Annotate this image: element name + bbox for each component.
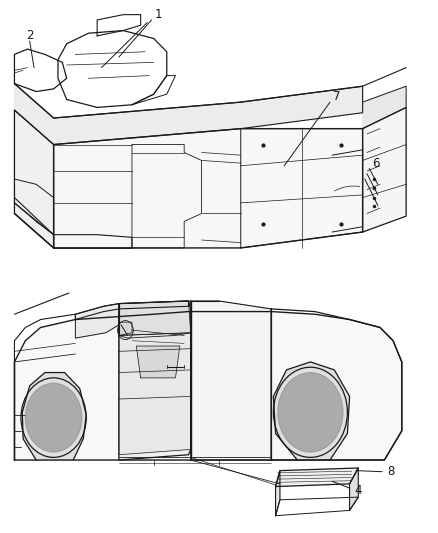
Polygon shape — [75, 304, 119, 338]
Polygon shape — [276, 468, 358, 487]
Circle shape — [25, 383, 82, 452]
Polygon shape — [14, 312, 402, 460]
Polygon shape — [14, 84, 363, 144]
Text: 6: 6 — [372, 157, 379, 169]
Polygon shape — [273, 362, 350, 460]
Polygon shape — [363, 86, 406, 128]
Polygon shape — [191, 301, 271, 460]
Polygon shape — [276, 471, 280, 516]
Polygon shape — [22, 373, 86, 460]
Text: 8: 8 — [387, 465, 395, 478]
Text: 2: 2 — [26, 29, 33, 42]
Text: 7: 7 — [333, 90, 340, 103]
Polygon shape — [14, 110, 53, 248]
Polygon shape — [119, 301, 191, 460]
Polygon shape — [119, 322, 132, 335]
Polygon shape — [350, 468, 358, 511]
Polygon shape — [53, 128, 363, 248]
Polygon shape — [119, 333, 191, 455]
Text: 1: 1 — [154, 8, 162, 21]
Polygon shape — [136, 346, 180, 378]
Polygon shape — [119, 301, 191, 338]
Circle shape — [278, 373, 343, 452]
Polygon shape — [363, 108, 406, 232]
Text: 4: 4 — [354, 484, 362, 497]
